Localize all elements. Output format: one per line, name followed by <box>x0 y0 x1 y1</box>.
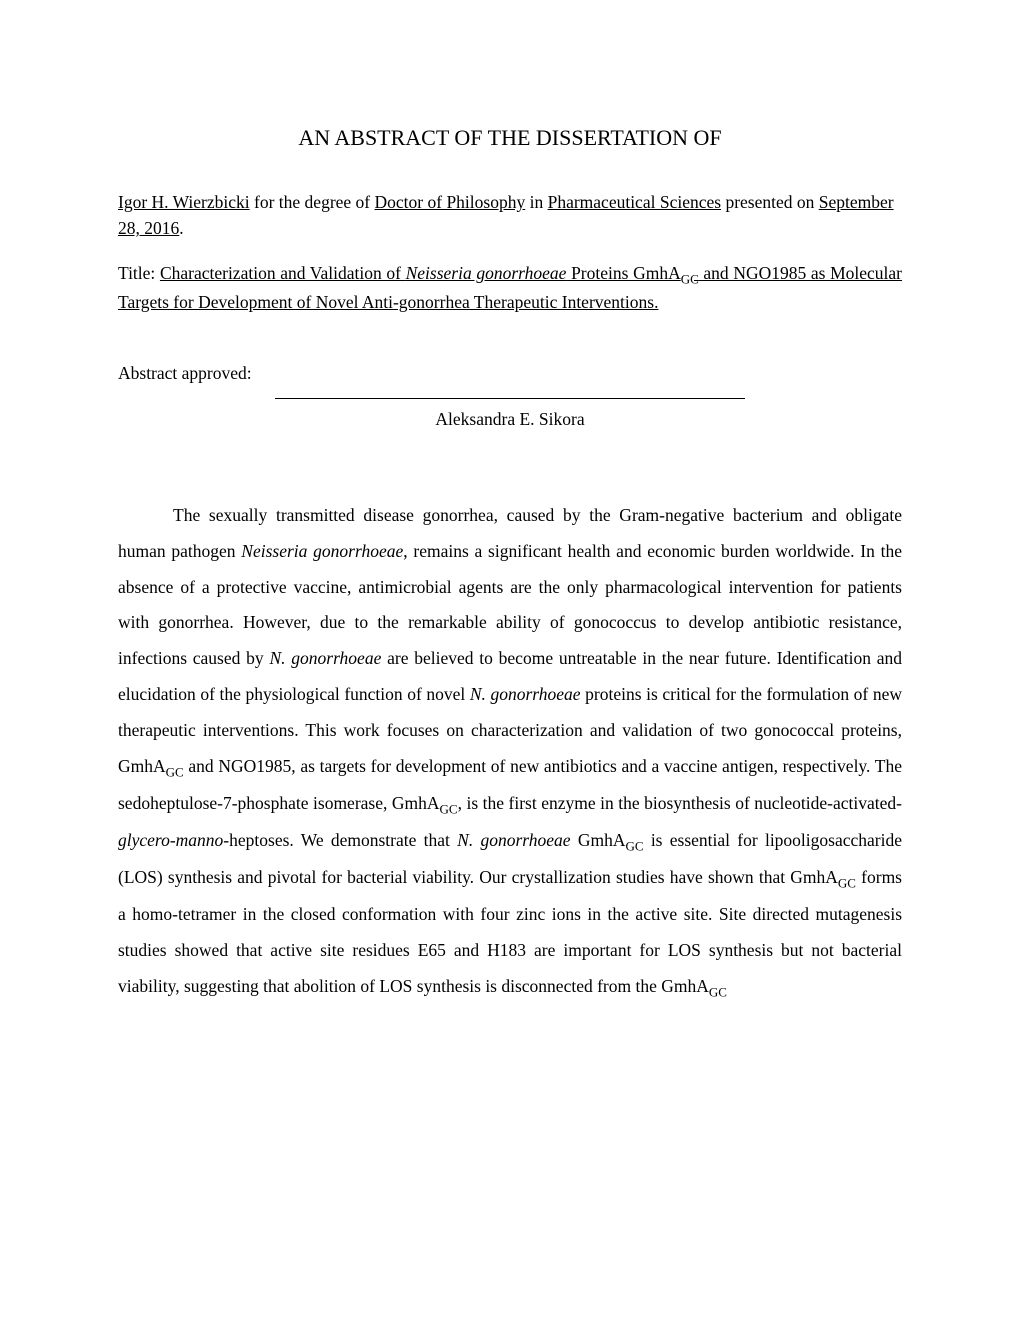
degree: Doctor of Philosophy <box>375 192 526 212</box>
page-title: AN ABSTRACT OF THE DISSERTATION OF <box>118 125 902 151</box>
author-name: Igor H. Wierzbicki <box>118 192 250 212</box>
thesis-title-text: Characterization and Validation of Neiss… <box>118 263 902 312</box>
advisor-name: Aleksandra E. Sikora <box>118 409 902 430</box>
organism-name: Neisseria gonorrhoeae <box>406 263 567 283</box>
abstract-paragraph: The sexually transmitted disease gonorrh… <box>118 498 902 1007</box>
author-degree-line: Igor H. Wierzbicki for the degree of Doc… <box>118 189 902 242</box>
txt-presented: presented on <box>721 192 819 212</box>
organism-italic: Neisseria gonorrhoeae <box>241 541 403 561</box>
organism-italic: N. gonorrhoeae <box>457 830 570 850</box>
subscript-gc: GC <box>709 985 727 1000</box>
subscript-gc: GC <box>625 839 643 854</box>
italic-manno: manno <box>176 830 224 850</box>
period: . <box>179 218 183 238</box>
subscript-gc: GC <box>681 271 699 286</box>
subscript-gc: GC <box>440 802 458 817</box>
txt-in: in <box>525 192 547 212</box>
title-label: Title: <box>118 263 160 283</box>
subscript-gc: GC <box>166 764 184 779</box>
organism-italic: N. gonorrhoeae <box>269 648 381 668</box>
thesis-title-line: Title: Characterization and Validation o… <box>118 260 902 315</box>
italic-glycero: glycero <box>118 830 170 850</box>
signature-line <box>275 398 745 399</box>
program: Pharmaceutical Sciences <box>548 192 721 212</box>
subscript-gc: GC <box>838 876 856 891</box>
txt-for-degree: for the degree of <box>250 192 375 212</box>
approved-label: Abstract approved: <box>118 363 902 384</box>
organism-italic: N. gonorrhoeae <box>470 684 581 704</box>
